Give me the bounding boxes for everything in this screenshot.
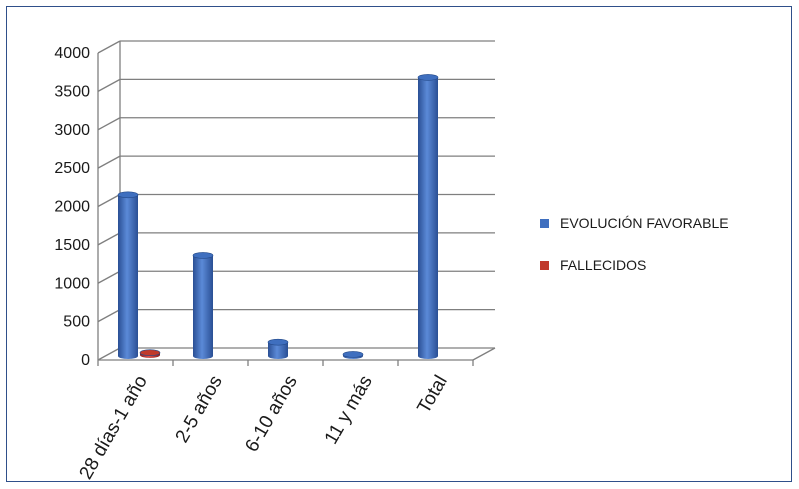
bar [139,349,161,358]
y-tick-label: 2500 [54,160,90,177]
legend-swatch [540,219,549,228]
gridline-side [97,117,121,131]
legend-label: FALLECIDOS [560,257,646,273]
y-tick-label: 1000 [54,275,90,292]
y-tick-label: 0 [81,352,90,369]
x-tick-label: 11 y más [321,372,377,448]
x-tick-label: Total [414,372,452,417]
gridline-side [97,232,121,246]
bars-layer [117,74,439,360]
legend: EVOLUCIÓN FAVORABLE FALLECIDOS [540,215,729,273]
gridline-side [97,40,121,54]
y-tick-label: 1500 [54,237,90,254]
gridline-side [97,78,121,92]
y-tick-label: 4000 [54,45,90,62]
y-tick-label: 3500 [54,83,90,100]
bar [192,252,214,359]
legend-swatch [540,261,549,270]
bar [267,338,289,359]
y-tick-label: 500 [63,314,90,331]
gridline-side [97,347,121,361]
x-tick-label: 2-5 años [172,372,227,447]
legend-item: EVOLUCIÓN FAVORABLE [540,215,729,231]
bar [342,351,364,359]
bar [417,74,439,360]
x-tick-label: 6-10 años [241,372,301,456]
y-tick-label: 2000 [54,199,90,216]
gridline-side [97,193,121,208]
gridline-side [97,270,121,284]
legend-label: EVOLUCIÓN FAVORABLE [560,215,729,231]
floor-edge [472,347,496,361]
gridline-side [97,155,121,169]
gridline-side [97,309,121,323]
legend-item: FALLECIDOS [540,257,646,273]
labels-layer: 28 días-1 año 2-5 años 6-10 años 11 y más To… [76,372,452,483]
x-tick-label: 28 días-1 año [76,372,152,483]
y-tick-label: 3000 [54,122,90,139]
bar [117,191,139,359]
